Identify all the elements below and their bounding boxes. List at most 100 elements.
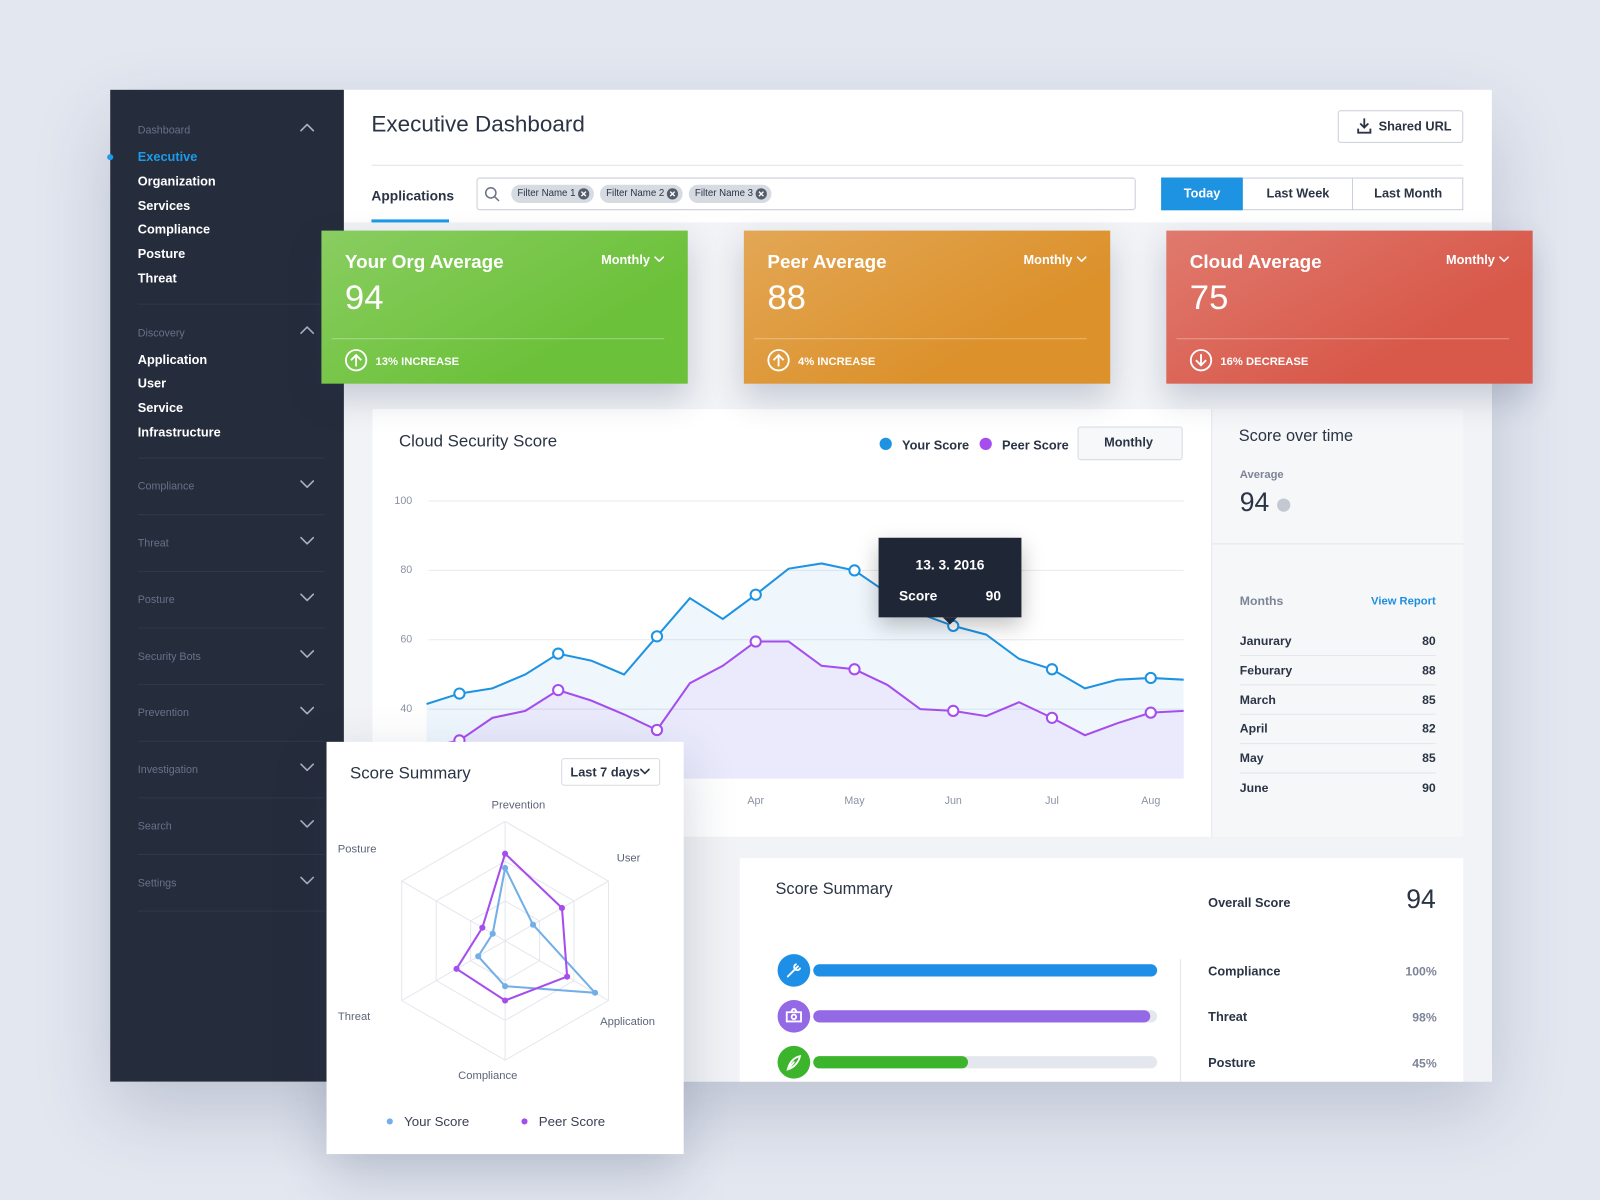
sidebar-section-title[interactable]: Dashboard [137, 124, 191, 137]
month-name: Feburary [1239, 663, 1293, 678]
card-title: Score Summary [349, 764, 471, 783]
sidebar-section-title[interactable]: Posture [137, 594, 175, 607]
month-score: 82 [1422, 721, 1436, 737]
sidebar-item[interactable]: Posture [137, 246, 186, 262]
legend-label: Peer Score [1002, 438, 1069, 453]
y-tick-label: 40 [400, 702, 413, 716]
filter-chip[interactable] [688, 184, 772, 204]
radar-axis-label: Application [600, 1015, 656, 1029]
month-name: April [1239, 721, 1268, 737]
kpi-value: 94 [344, 278, 384, 318]
filter-chip[interactable] [599, 184, 683, 204]
kpi-period[interactable]: Monthly [1023, 252, 1073, 268]
score-over-time-panel [1211, 409, 1464, 837]
row-value: 100% [1405, 964, 1437, 979]
x-tick-label: Jun [944, 794, 962, 807]
filter-chip-label[interactable]: Filter Name 1 [517, 188, 576, 200]
sidebar-section-title[interactable]: Investigation [137, 763, 198, 777]
range-button-label[interactable]: Last Week [1266, 186, 1330, 201]
month-score: 80 [1422, 633, 1436, 648]
kpi-card [1166, 230, 1533, 384]
tooltip [878, 537, 1022, 618]
x-tick-label: Jul [1045, 794, 1059, 807]
x-tick-label: May [844, 794, 865, 807]
row-label: Compliance [1208, 964, 1281, 979]
month-name: May [1239, 751, 1264, 766]
y-tick-label: 80 [400, 564, 413, 577]
kpi-title: Cloud Average [1189, 250, 1322, 273]
legend-label: Peer Score [538, 1113, 606, 1130]
panel-title: Score over time [1238, 427, 1354, 445]
sidebar-item[interactable]: Executive [137, 149, 198, 165]
period-dropdown[interactable] [1077, 426, 1183, 461]
sidebar-item[interactable]: User [137, 376, 167, 391]
kpi-change: 13% INCREASE [375, 355, 460, 368]
range-button[interactable] [1353, 177, 1464, 211]
sidebar-item[interactable]: Infrastructure [137, 425, 221, 440]
dropdown-label[interactable]: Monthly [1104, 435, 1153, 450]
sidebar-item[interactable]: Threat [137, 271, 177, 286]
sidebar-item[interactable]: Services [137, 198, 191, 213]
sidebar [110, 89, 344, 1082]
view-report-link[interactable]: View Report [1371, 595, 1436, 608]
page-title: Executive Dashboard [371, 111, 585, 137]
month-score: 85 [1422, 692, 1436, 707]
dropdown-label[interactable]: Last 7 days [570, 765, 640, 780]
overall-value: 94 [1406, 883, 1436, 915]
sidebar-item[interactable]: Compliance [137, 222, 211, 237]
sidebar-item[interactable]: Application [137, 352, 208, 367]
sidebar-section-title[interactable]: Search [137, 820, 172, 833]
row-value: 45% [1412, 1056, 1437, 1071]
tooltip-date: 13. 3. 2016 [915, 557, 985, 573]
legend-label: Your Score [902, 438, 970, 453]
filter-chip[interactable] [511, 184, 594, 204]
sidebar-section-title[interactable]: Settings [137, 877, 177, 890]
kpi-period[interactable]: Monthly [601, 252, 650, 268]
y-tick-label: 100 [394, 494, 413, 507]
kpi-value: 88 [767, 278, 806, 318]
sidebar-item[interactable]: Service [137, 400, 184, 416]
x-tick-label: Aug [1141, 794, 1161, 807]
month-name: June [1239, 780, 1269, 795]
range-button[interactable] [1161, 177, 1243, 211]
x-tick-label: Apr [747, 794, 765, 807]
kpi-period[interactable]: Monthly [1445, 252, 1495, 268]
sidebar-section-title[interactable]: Security Bots [137, 650, 201, 663]
month-score: 88 [1422, 663, 1436, 678]
months-label: Months [1239, 593, 1284, 609]
card-title: Score Summary [775, 880, 893, 898]
kpi-change: 16% DECREASE [1220, 355, 1309, 368]
tooltip-label: Score [898, 588, 938, 604]
filter-chip-label[interactable]: Filter Name 2 [606, 188, 665, 200]
sidebar-section-title[interactable]: Discovery [137, 326, 185, 340]
sidebar-item[interactable]: Organization [137, 174, 216, 189]
overall-label: Overall Score [1208, 895, 1291, 910]
radar-axis-label: Compliance [458, 1069, 518, 1083]
month-score: 85 [1422, 751, 1436, 766]
radar-axis-label: Posture [337, 843, 377, 856]
month-name: Janurary [1239, 633, 1292, 648]
month-name: March [1239, 692, 1276, 707]
kpi-change: 4% INCREASE [797, 355, 876, 368]
sidebar-section-title[interactable]: Threat [137, 537, 169, 550]
row-label: Threat [1208, 1009, 1248, 1025]
range-button-label[interactable]: Today [1183, 186, 1221, 201]
kpi-value: 75 [1189, 278, 1229, 318]
average-label: Average [1239, 468, 1284, 482]
kpi-title: Your Org Average [344, 250, 504, 273]
range-button-label[interactable]: Last Month [1374, 186, 1443, 201]
sidebar-section-title[interactable]: Compliance [137, 480, 195, 494]
radar-axis-label: Prevention [491, 799, 546, 812]
tooltip-value: 90 [985, 588, 1002, 604]
range-button[interactable] [1242, 177, 1354, 211]
kpi-card [321, 230, 688, 384]
sidebar-section-title[interactable]: Prevention [137, 707, 189, 720]
tab[interactable]: Applications [371, 188, 455, 204]
row-value: 98% [1412, 1010, 1437, 1025]
average-value: 94 [1239, 486, 1270, 518]
chart-title: Cloud Security Score [398, 432, 558, 451]
filter-chip-label[interactable]: Filter Name 3 [694, 188, 754, 200]
kpi-title: Peer Average [767, 250, 887, 273]
radar-axis-label: User [616, 852, 641, 865]
share-button-label[interactable]: Shared URL [1378, 119, 1452, 134]
